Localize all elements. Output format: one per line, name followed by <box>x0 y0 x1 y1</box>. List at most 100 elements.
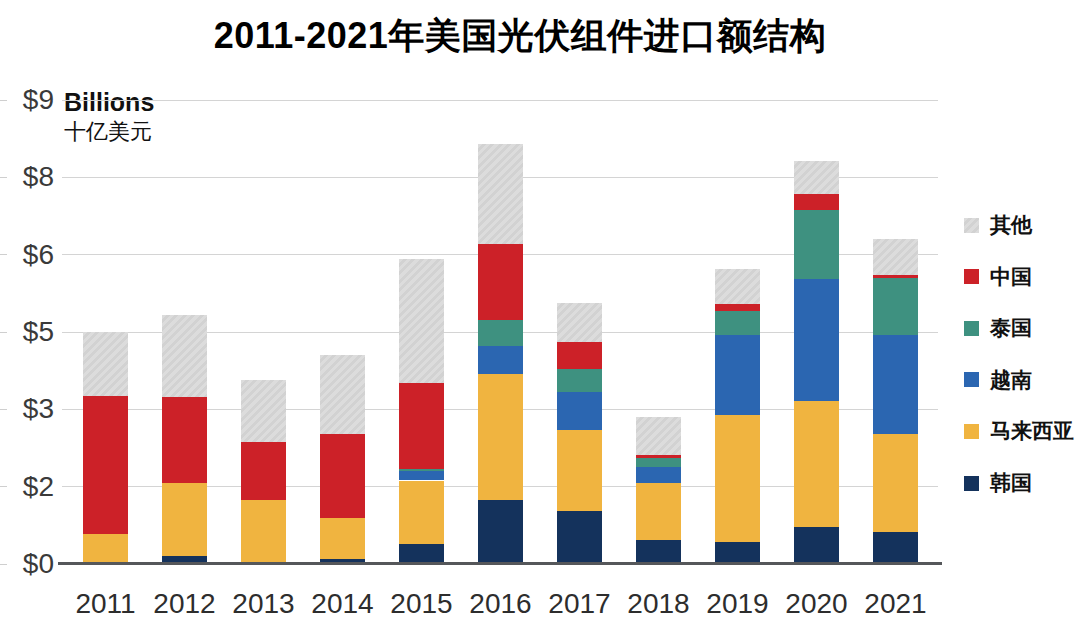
bar-segment-2014-other <box>320 355 365 434</box>
bar-segment-2013-china <box>241 442 286 500</box>
y-tick-label-2: $2 <box>2 471 54 503</box>
y-tick-label-8: $8 <box>2 161 54 193</box>
y-tick-label-9: $9 <box>2 84 54 116</box>
chart-title: 2011-2021年美国光伏组件进口额结构 <box>0 12 1040 61</box>
bar-segment-2014-china <box>320 434 365 518</box>
legend-swatch-thailand <box>964 321 979 336</box>
bar-segment-2020-malaysia <box>794 401 839 527</box>
bar-2017 <box>557 100 602 564</box>
legend-label-thailand: 泰国 <box>990 314 1032 342</box>
bar-segment-2015-other <box>399 259 444 382</box>
y-tick-label-5: $5 <box>2 316 54 348</box>
y-tick-label-3: $3 <box>2 393 54 425</box>
bar-segment-2015-vietnam <box>399 471 444 480</box>
y-tick-label-0: $0 <box>2 548 54 580</box>
x-tick-label-2017: 2017 <box>535 588 625 620</box>
bar-segment-2018-malaysia <box>636 483 681 540</box>
x-tick-label-2012: 2012 <box>140 588 230 620</box>
bar-2015 <box>399 100 444 564</box>
x-tick-label-2014: 2014 <box>298 588 388 620</box>
x-tick-label-2015: 2015 <box>377 588 467 620</box>
bar-2020 <box>794 100 839 564</box>
bar-segment-2019-malaysia <box>715 415 760 542</box>
plot-area <box>62 100 938 564</box>
legend-swatch-malaysia <box>964 424 979 439</box>
bar-segment-2016-other <box>478 144 523 245</box>
legend-item-vietnam: 越南 <box>964 366 1032 394</box>
legend-label-vietnam: 越南 <box>990 366 1032 394</box>
bar-segment-2015-malaysia <box>399 481 444 545</box>
bar-segment-2011-other <box>83 332 128 396</box>
bar-2014 <box>320 100 365 564</box>
bar-2012 <box>162 100 207 564</box>
bar-segment-2011-malaysia <box>83 534 128 562</box>
x-tick-label-2013: 2013 <box>219 588 309 620</box>
x-tick-label-2019: 2019 <box>693 588 783 620</box>
bar-segment-2016-korea <box>478 500 523 564</box>
bar-segment-2016-china <box>478 244 523 319</box>
legend-swatch-vietnam <box>964 372 979 387</box>
legend-swatch-china <box>964 269 979 284</box>
bar-segment-2017-other <box>557 303 602 342</box>
legend-item-malaysia: 马来西亚 <box>964 417 1074 445</box>
bar-segment-2020-other <box>794 161 839 195</box>
bar-segment-2013-other <box>241 380 286 442</box>
legend-label-other: 其他 <box>990 211 1032 239</box>
bar-segment-2017-china <box>557 342 602 369</box>
bar-segment-2016-malaysia <box>478 374 523 500</box>
bar-segment-2018-thailand <box>636 458 681 467</box>
bar-segment-2020-thailand <box>794 210 839 279</box>
x-axis-baseline <box>58 562 942 565</box>
bar-segment-2015-thailand <box>399 469 444 472</box>
bar-segment-2020-vietnam <box>794 279 839 401</box>
bar-segment-2017-korea <box>557 511 602 564</box>
bar-segment-2013-malaysia <box>241 500 286 562</box>
bar-segment-2019-other <box>715 269 760 305</box>
bar-segment-2019-china <box>715 304 760 311</box>
bar-segment-2018-vietnam <box>636 467 681 483</box>
bar-segment-2012-other <box>162 315 207 397</box>
legend: 其他中国泰国越南马来西亚韩国 <box>956 0 1080 635</box>
bar-segment-2021-vietnam <box>873 335 918 433</box>
bar-segment-2018-other <box>636 417 681 455</box>
bar-segment-2017-malaysia <box>557 430 602 511</box>
x-tick-label-2011: 2011 <box>61 588 151 620</box>
bar-segment-2021-china <box>873 275 918 279</box>
bar-2019 <box>715 100 760 564</box>
bar-segment-2011-china <box>83 396 128 534</box>
bar-segment-2018-china <box>636 455 681 459</box>
bar-2011 <box>83 100 128 564</box>
bar-segment-2012-malaysia <box>162 483 207 557</box>
bar-segment-2019-korea <box>715 542 760 564</box>
legend-item-china: 中国 <box>964 263 1032 291</box>
legend-swatch-other <box>964 218 979 233</box>
x-tick-label-2020: 2020 <box>772 588 862 620</box>
x-tick-label-2016: 2016 <box>456 588 546 620</box>
y-tick-label-6: $6 <box>2 239 54 271</box>
bar-segment-2019-thailand <box>715 311 760 335</box>
x-tick-label-2018: 2018 <box>614 588 704 620</box>
bar-segment-2016-thailand <box>478 320 523 346</box>
bar-2013 <box>241 100 286 564</box>
bar-2021 <box>873 100 918 564</box>
bar-segment-2018-korea <box>636 540 681 564</box>
legend-label-china: 中国 <box>990 263 1032 291</box>
bar-segment-2021-korea <box>873 532 918 564</box>
legend-item-thailand: 泰国 <box>964 314 1032 342</box>
legend-swatch-korea <box>964 476 979 491</box>
legend-item-other: 其他 <box>964 211 1032 239</box>
bar-segment-2020-korea <box>794 527 839 564</box>
bar-segment-2015-china <box>399 383 444 469</box>
legend-item-korea: 韩国 <box>964 469 1032 497</box>
bar-segment-2021-malaysia <box>873 434 918 532</box>
bar-segment-2016-vietnam <box>478 346 523 374</box>
x-tick-label-2021: 2021 <box>851 588 941 620</box>
bar-2016 <box>478 100 523 564</box>
bar-segment-2021-other <box>873 239 918 275</box>
bar-segment-2019-vietnam <box>715 335 760 415</box>
legend-label-korea: 韩国 <box>990 469 1032 497</box>
bar-segment-2017-vietnam <box>557 392 602 430</box>
bar-segment-2012-china <box>162 397 207 482</box>
legend-label-malaysia: 马来西亚 <box>990 417 1074 445</box>
bar-segment-2014-malaysia <box>320 518 365 559</box>
